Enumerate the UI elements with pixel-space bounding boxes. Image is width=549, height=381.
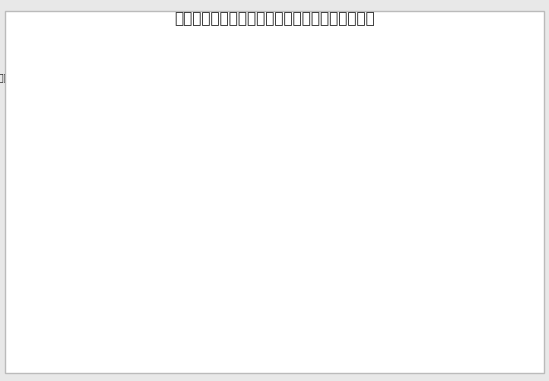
Text: 一部の社員を対象に、社内規定な
どにテレワーク等が規定されている: 一部の社員を対象に、社内規定な どにテレワーク等が規定されている bbox=[310, 95, 393, 115]
Text: 勤務先にテレワーク制度等があると回答した割合: 勤務先にテレワーク制度等があると回答した割合 bbox=[174, 11, 375, 26]
Wedge shape bbox=[148, 128, 242, 198]
Text: 32.2%: 32.2% bbox=[69, 162, 105, 171]
Text: 16.3%: 16.3% bbox=[195, 115, 248, 130]
Wedge shape bbox=[33, 92, 143, 250]
Text: わからない: わからない bbox=[310, 333, 340, 343]
Wedge shape bbox=[147, 104, 232, 197]
Text: 認めていない: 認めていない bbox=[310, 287, 345, 297]
Bar bbox=[290, 331, 305, 345]
Text: 51.6%: 51.6% bbox=[153, 250, 189, 260]
Text: 5.0%: 5.0% bbox=[182, 136, 211, 146]
Text: 3.4%: 3.4% bbox=[138, 105, 167, 115]
Text: 制度はないが会社や上司などがテ
レワーク等をすることを認めている: 制度はないが会社や上司などがテ レワーク等をすることを認めている bbox=[310, 144, 393, 165]
Bar bbox=[290, 194, 305, 207]
Text: 5.6%: 5.6% bbox=[161, 118, 190, 128]
Bar bbox=[290, 147, 305, 161]
Bar bbox=[290, 98, 305, 112]
Text: 2.3%: 2.3% bbox=[207, 141, 236, 151]
Wedge shape bbox=[44, 145, 253, 312]
Wedge shape bbox=[145, 88, 204, 196]
Bar bbox=[290, 285, 305, 299]
FancyBboxPatch shape bbox=[285, 48, 538, 245]
Wedge shape bbox=[143, 86, 167, 195]
Text: 試行実験(トライアル)をおこなって
おり、テレワーク等を認めている: 試行実験(トライアル)をおこなって おり、テレワーク等を認めている bbox=[310, 190, 394, 211]
Bar bbox=[290, 53, 305, 67]
Text: 社員全員を対象に、社内規定など
にテレワーク等が規定されている: 社員全員を対象に、社内規定など にテレワーク等が規定されている bbox=[310, 50, 387, 70]
Text: 雇用型（n=36450）: 雇用型（n=36450） bbox=[0, 72, 65, 82]
